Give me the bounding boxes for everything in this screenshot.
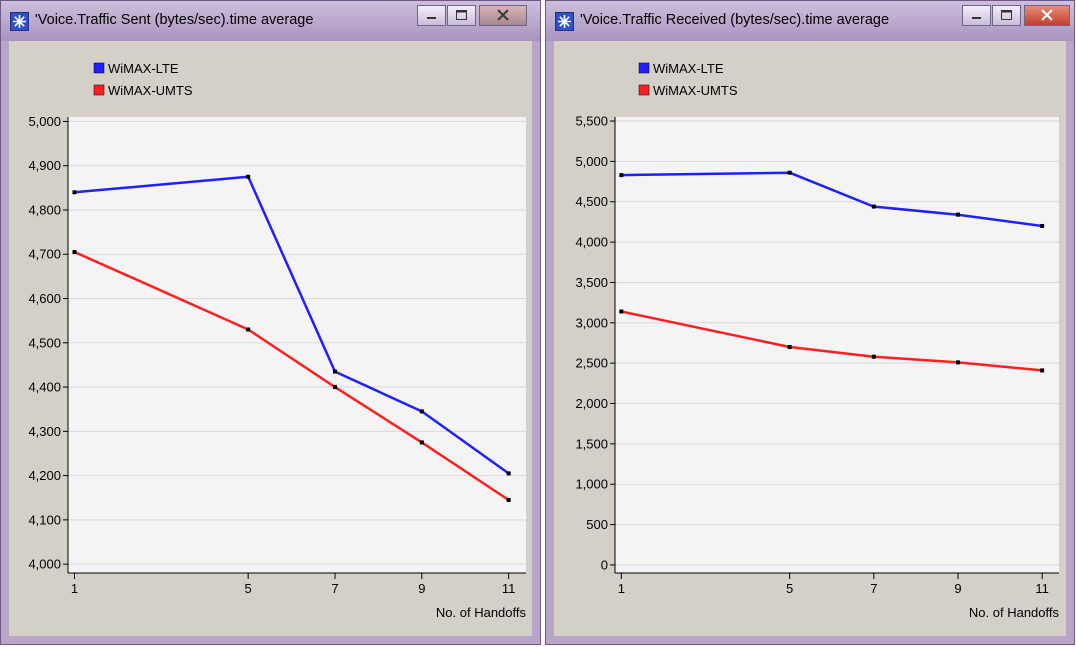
window-title: 'Voice.Traffic Sent (bytes/sec).time ave… bbox=[35, 12, 314, 28]
maximize-icon bbox=[456, 10, 467, 20]
x-tick-label: 5 bbox=[786, 581, 793, 596]
y-tick-label: 4,600 bbox=[28, 291, 61, 306]
data-point-wimax-lte bbox=[332, 369, 337, 374]
app-star-icon bbox=[555, 12, 574, 31]
plot-background bbox=[615, 117, 1059, 573]
y-tick-label: 2,000 bbox=[575, 396, 608, 411]
x-tick-label: 1 bbox=[71, 581, 78, 596]
minimize-icon bbox=[972, 17, 981, 19]
data-point-wimax-lte bbox=[419, 409, 424, 414]
legend-label: WiMAX-UMTS bbox=[108, 83, 193, 98]
y-tick-label: 5,000 bbox=[28, 114, 61, 129]
x-tick-label: 1 bbox=[618, 581, 625, 596]
data-point-wimax-umts bbox=[787, 345, 792, 350]
data-point-wimax-lte bbox=[787, 170, 792, 175]
maximize-button[interactable] bbox=[992, 5, 1021, 26]
x-axis-label: No. of Handoffs bbox=[969, 605, 1060, 620]
chart-sent: 4,000 4,100 4,200 4,300 4,400 4,500 4,600 4,700… bbox=[28, 61, 527, 620]
data-point-wimax-umts bbox=[871, 354, 876, 359]
minimize-icon bbox=[427, 17, 436, 19]
x-axis-label: No. of Handoffs bbox=[436, 605, 527, 620]
legend-swatch bbox=[638, 62, 650, 74]
minimize-button[interactable] bbox=[417, 5, 446, 26]
y-tick-label: 3,500 bbox=[575, 275, 608, 290]
title-bar[interactable]: 'Voice.Traffic Received (bytes/sec).time… bbox=[546, 1, 1074, 41]
chart-panel: 4,000 4,100 4,200 4,300 4,400 4,500 4,600 4,700… bbox=[9, 41, 532, 636]
x-tick-label: 9 bbox=[954, 581, 961, 596]
y-tick-label: 4,400 bbox=[28, 380, 61, 395]
data-point-wimax-lte bbox=[1040, 223, 1045, 228]
y-tick-label: 1,000 bbox=[575, 477, 608, 492]
window-voice-traffic-received[interactable]: 'Voice.Traffic Received (bytes/sec).time… bbox=[545, 0, 1075, 645]
x-tick-label: 11 bbox=[502, 581, 516, 596]
y-tick-label: 1,500 bbox=[575, 436, 608, 451]
chart-received: 0 500 1,000 1,500 2,000 2,500 3,000 3,500 4,000 4… bbox=[575, 61, 1060, 620]
y-tick-label: 4,700 bbox=[28, 247, 61, 262]
data-point-wimax-lte bbox=[506, 471, 511, 476]
y-tick-label: 4,500 bbox=[28, 335, 61, 350]
data-point-wimax-umts bbox=[619, 309, 624, 314]
app-star-icon bbox=[10, 12, 29, 31]
window-voice-traffic-sent[interactable]: 'Voice.Traffic Sent (bytes/sec).time ave… bbox=[0, 0, 541, 645]
close-icon bbox=[1041, 9, 1053, 21]
chart-panel: 0 500 1,000 1,500 2,000 2,500 3,000 3,500 4,000 4… bbox=[554, 41, 1066, 636]
y-tick-label: 3,000 bbox=[575, 315, 608, 330]
close-button[interactable] bbox=[479, 5, 527, 26]
data-point-wimax-umts bbox=[419, 440, 424, 445]
y-tick-label: 4,300 bbox=[28, 424, 61, 439]
y-tick-label: 500 bbox=[586, 517, 608, 532]
y-tick-label: 0 bbox=[601, 557, 608, 572]
legend-swatch bbox=[638, 84, 650, 96]
minimize-button[interactable] bbox=[962, 5, 991, 26]
x-tick-label: 7 bbox=[870, 581, 877, 596]
x-tick-label: 5 bbox=[245, 581, 252, 596]
x-tick-label: 11 bbox=[1035, 581, 1049, 596]
y-tick-label: 4,000 bbox=[575, 235, 608, 250]
data-point-wimax-umts bbox=[246, 327, 251, 332]
close-button[interactable] bbox=[1024, 5, 1070, 26]
y-tick-label: 2,500 bbox=[575, 356, 608, 371]
data-point-wimax-umts bbox=[506, 497, 511, 502]
legend-swatch bbox=[93, 62, 105, 74]
data-point-wimax-umts bbox=[955, 360, 960, 365]
maximize-icon bbox=[1001, 10, 1012, 20]
y-tick-label: 4,500 bbox=[575, 194, 608, 209]
data-point-wimax-lte bbox=[619, 173, 624, 178]
x-tick-label: 9 bbox=[418, 581, 425, 596]
y-tick-label: 5,500 bbox=[575, 114, 608, 129]
y-tick-label: 5,000 bbox=[575, 154, 608, 169]
x-tick-label: 7 bbox=[331, 581, 338, 596]
data-point-wimax-lte bbox=[871, 204, 876, 209]
y-tick-label: 4,200 bbox=[28, 468, 61, 483]
legend-swatch bbox=[93, 84, 105, 96]
close-icon bbox=[497, 9, 509, 21]
legend-label: WiMAX-LTE bbox=[108, 61, 179, 76]
data-point-wimax-lte bbox=[955, 212, 960, 217]
y-tick-label: 4,000 bbox=[28, 557, 61, 572]
y-tick-label: 4,100 bbox=[28, 512, 61, 527]
data-point-wimax-lte bbox=[72, 190, 77, 195]
y-tick-label: 4,900 bbox=[28, 158, 61, 173]
legend-label: WiMAX-LTE bbox=[653, 61, 724, 76]
data-point-wimax-umts bbox=[332, 385, 337, 390]
title-bar[interactable]: 'Voice.Traffic Sent (bytes/sec).time ave… bbox=[1, 1, 540, 41]
data-point-wimax-umts bbox=[1040, 368, 1045, 373]
data-point-wimax-lte bbox=[246, 174, 251, 179]
y-tick-label: 4,800 bbox=[28, 202, 61, 217]
data-point-wimax-umts bbox=[72, 250, 77, 255]
maximize-button[interactable] bbox=[447, 5, 476, 26]
plot-background bbox=[68, 117, 526, 573]
legend-label: WiMAX-UMTS bbox=[653, 83, 738, 98]
window-title: 'Voice.Traffic Received (bytes/sec).time… bbox=[580, 12, 890, 28]
